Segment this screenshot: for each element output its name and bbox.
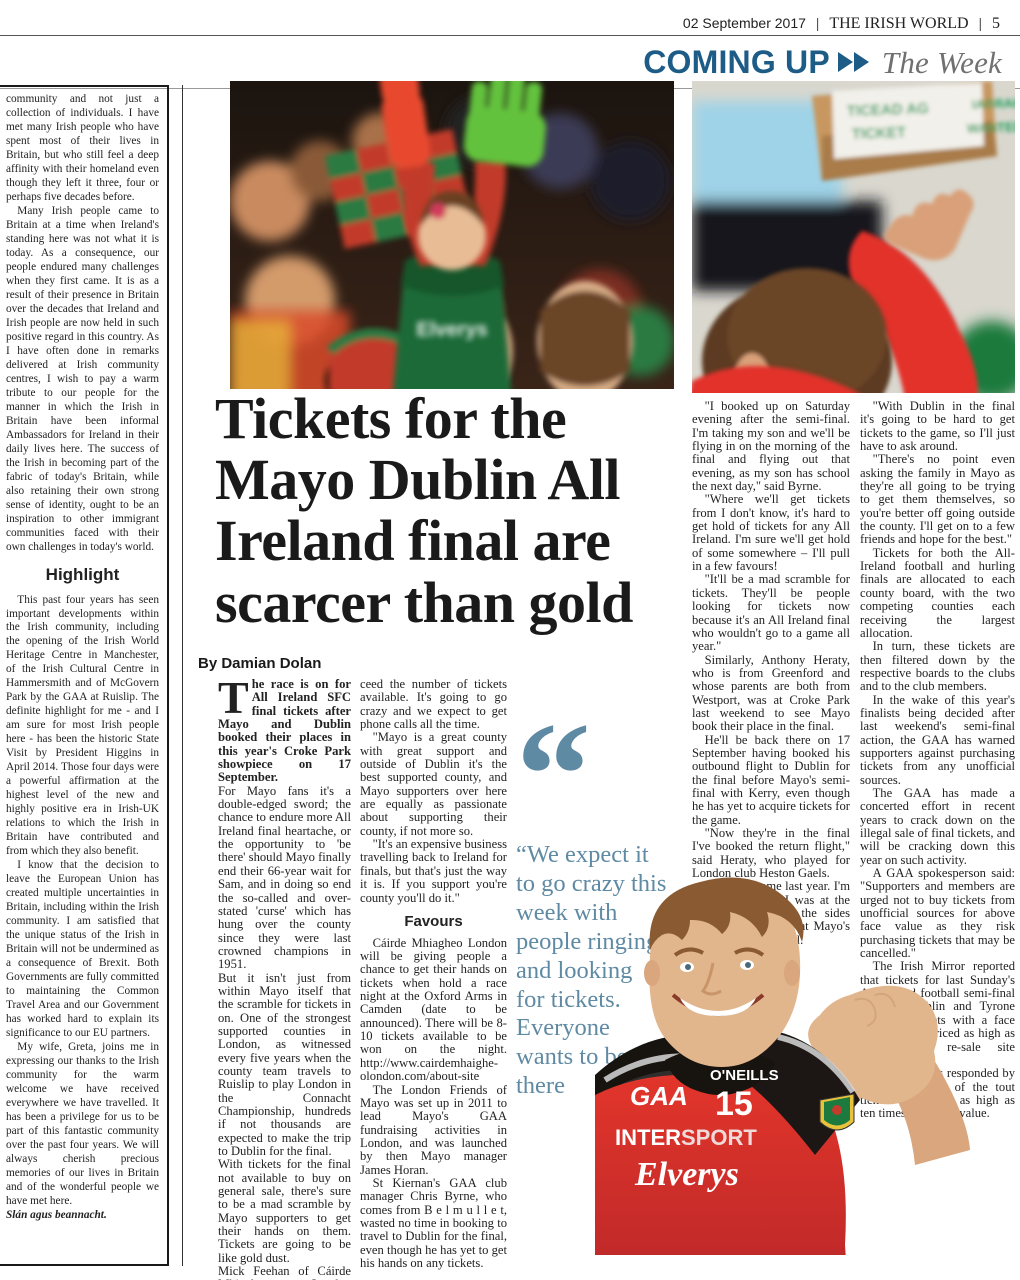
svg-text:TICKET: TICKET [852,124,907,143]
svg-text:INTERSPORT: INTERSPORT [615,1125,757,1150]
svg-text:IARRAIDH: IARRAIDH [972,95,1015,112]
svg-text:O'NEILLS: O'NEILLS [710,1067,779,1084]
svg-text:Elverys: Elverys [416,319,487,341]
svg-text:Elverys: Elverys [634,1156,739,1193]
svg-text:TICEAD AG: TICEAD AG [847,100,929,120]
svg-text:15: 15 [715,1085,753,1123]
svg-text:WANTED: WANTED [967,119,1015,136]
svg-text:GAA: GAA [630,1081,688,1111]
